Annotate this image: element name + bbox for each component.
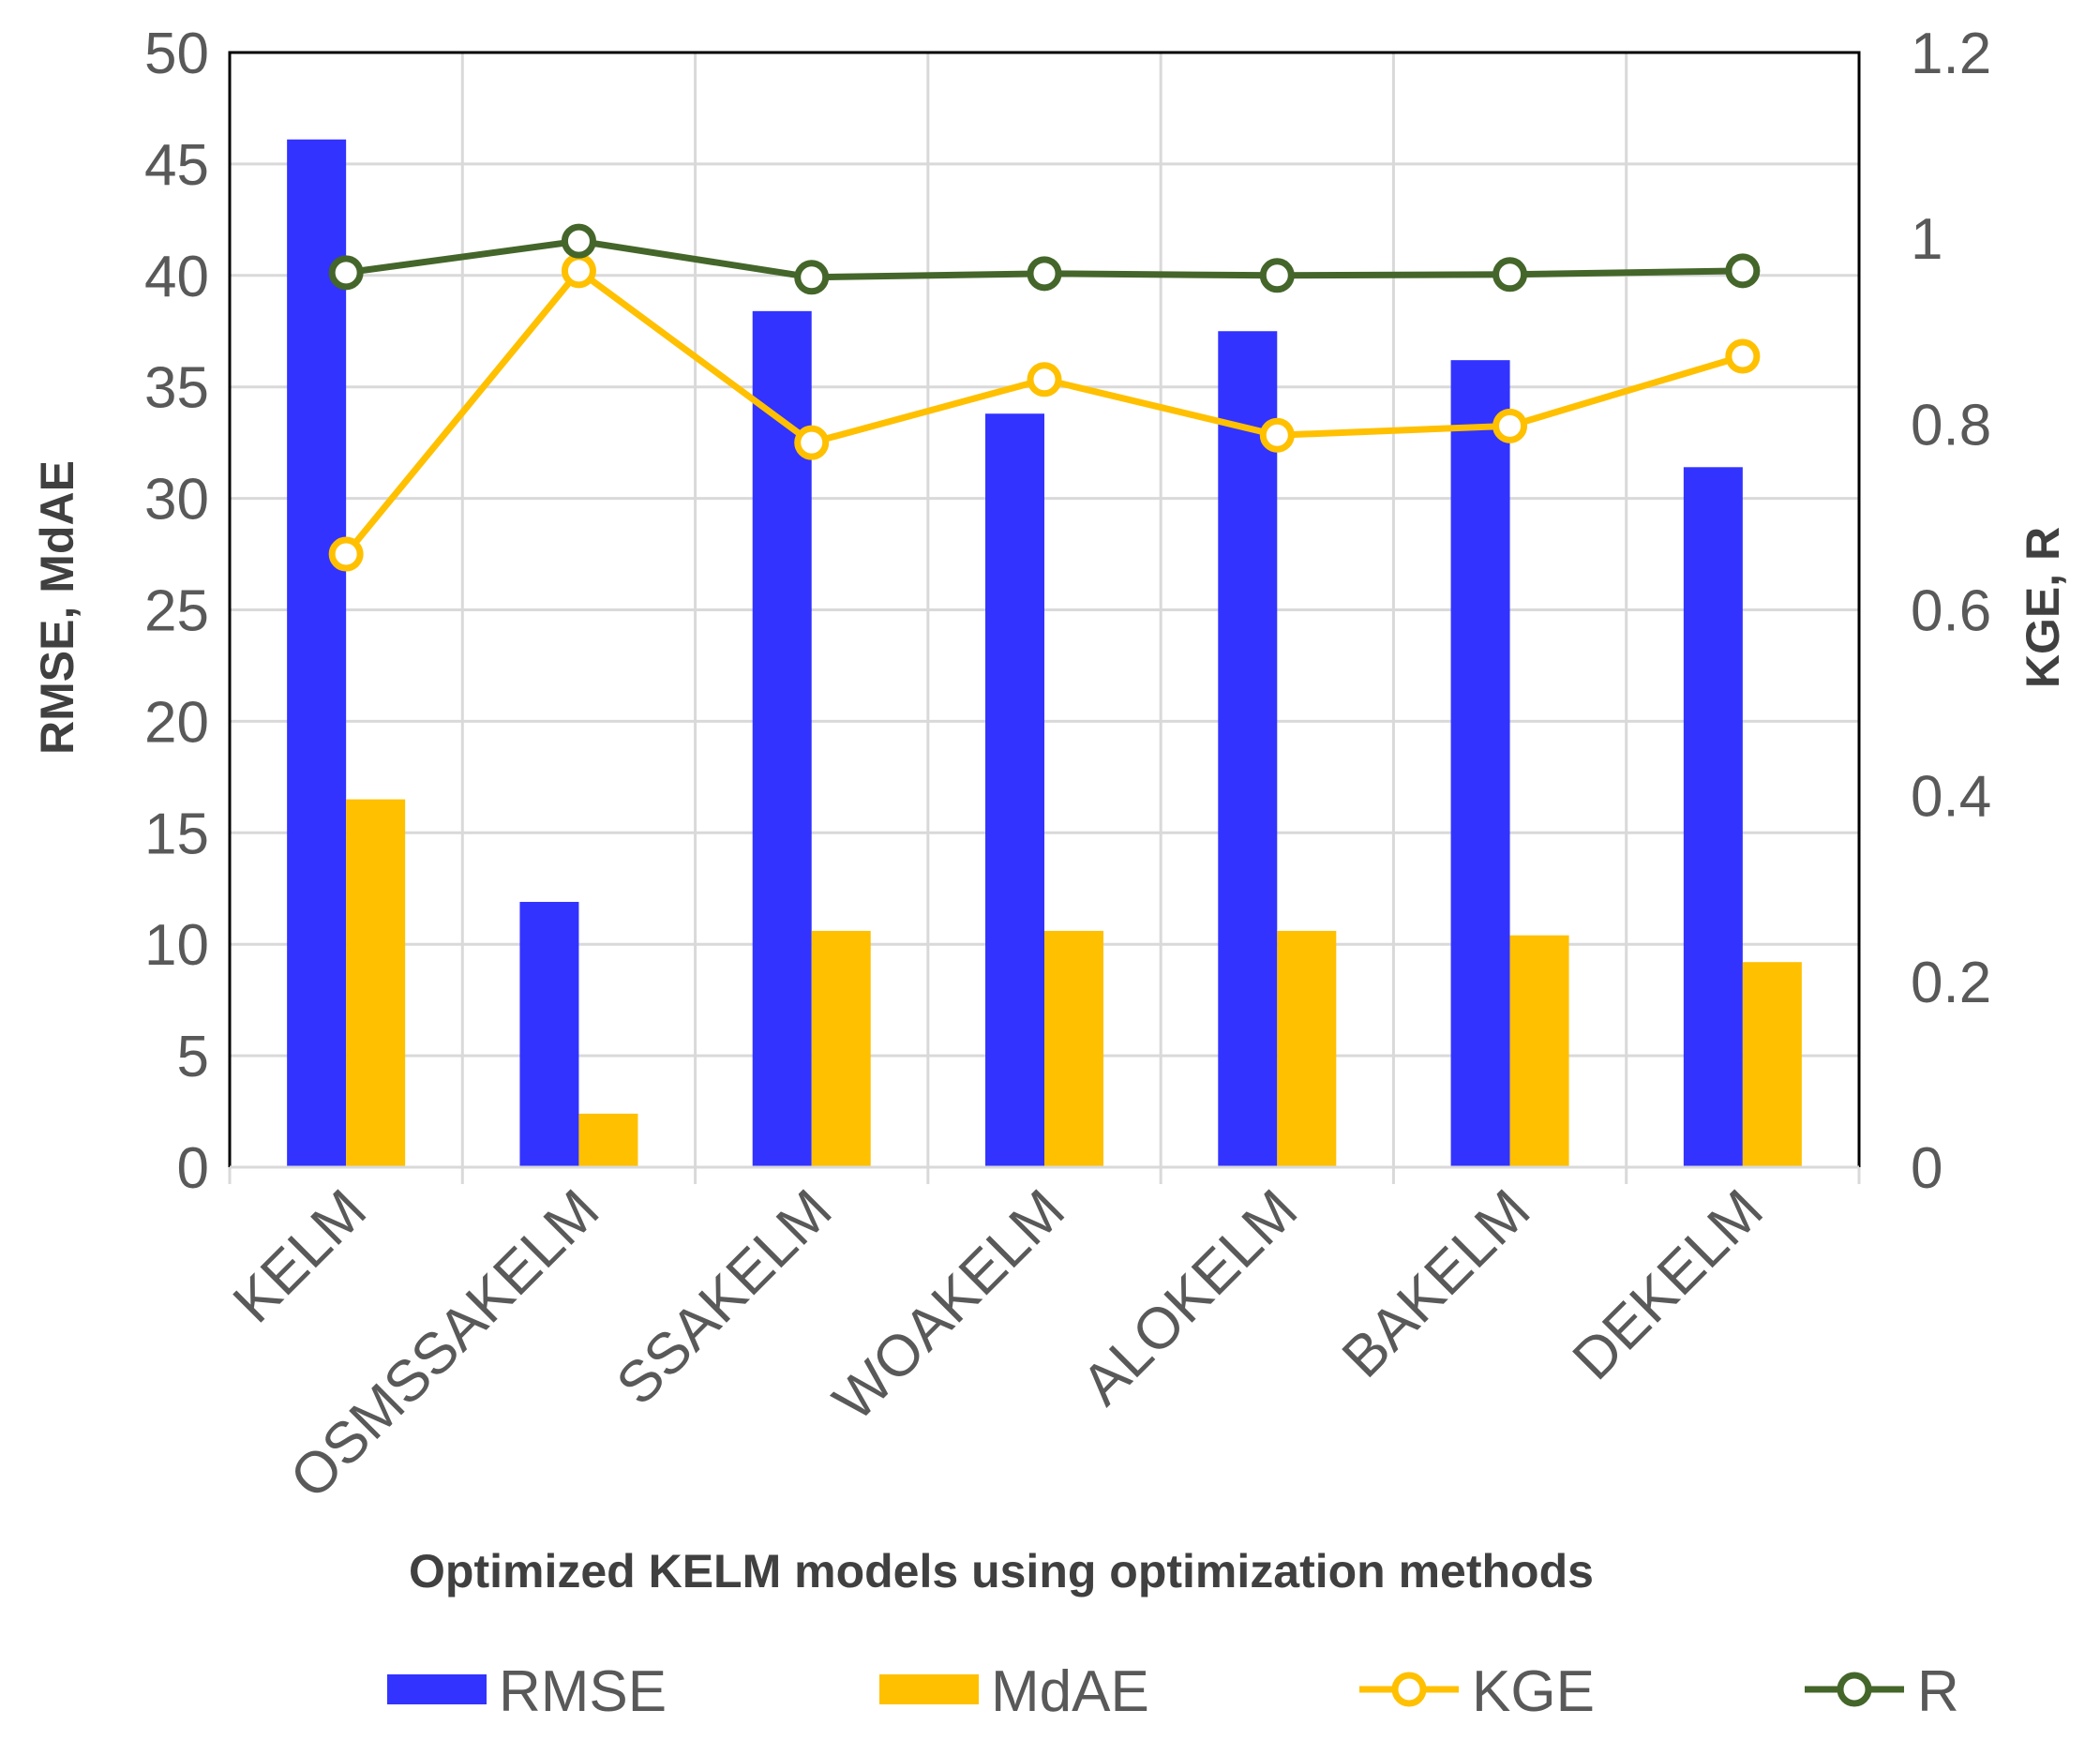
legend-rmse-swatch [387,1674,487,1704]
legend-r-marker [1837,1672,1872,1707]
lines [328,223,1761,572]
y-left-tick-label: 20 [144,690,209,755]
point-kge-bakelm [1492,408,1528,443]
plot-frame [228,51,1861,1184]
y-left-tick-label: 10 [144,913,209,978]
legend-mdae-swatch [879,1674,979,1704]
point-kge-dekelm [1725,338,1761,374]
legend-kge-marker [1391,1672,1427,1707]
legend-kge-label: KGE [1472,1659,1595,1724]
x-tick-label: WOAKELM [821,1178,1077,1433]
y-left-tick-label: 50 [144,22,209,86]
point-r-dekelm [1725,253,1761,289]
bar-mdae-kelm [346,799,406,1167]
bar-mdae-bakelm [1509,935,1569,1167]
point-r-alokelm [1259,258,1295,293]
legend: RMSE MdAE KGE R [387,1659,1959,1724]
y-left-tick-label: 15 [144,802,209,866]
y-right-tick-label: 0 [1911,1136,1942,1201]
legend-rmse-label: RMSE [499,1659,667,1724]
point-kge-kelm [328,536,364,572]
legend-mdae-label: MdAE [991,1659,1149,1724]
y-left-axis-title: RMSE, MdAE [31,460,83,755]
bar-rmse-kelm [287,139,347,1168]
bar-rmse-woakelm [985,413,1044,1168]
point-kge-osmssakelm [561,253,596,289]
y-left-tick-label: 45 [144,133,209,198]
y-right-axis-title: KGE, R [2017,527,2069,688]
bar-rmse-bakelm [1450,360,1510,1167]
legend-r-label: R [1917,1659,1959,1724]
y-left-tick-label: 0 [177,1136,209,1201]
point-kge-woakelm [1027,362,1062,398]
point-r-ssakelm [794,260,830,295]
point-r-bakelm [1492,257,1528,292]
y-left-tick-label: 40 [144,245,209,309]
y-right-tick-label: 1 [1911,207,1942,272]
y-right-tick-label: 0.2 [1911,951,1991,1015]
bar-mdae-ssakelm [811,930,871,1167]
x-tick-label: DEKELM [1561,1178,1776,1392]
point-r-kelm [328,255,364,291]
bars [287,139,1802,1168]
y-right-tick-label: 0.4 [1911,765,1991,830]
bar-rmse-alokelm [1218,331,1278,1167]
bar-mdae-osmssakelm [578,1113,638,1167]
point-r-woakelm [1027,256,1062,292]
y-left-tick-label: 5 [177,1025,209,1089]
bar-mdae-woakelm [1044,930,1103,1167]
y-right-tick-label: 0.8 [1911,393,1991,458]
x-tick-label: BAKELM [1330,1178,1543,1390]
y-left-tick-label: 35 [144,356,209,421]
x-tick-label: SSAKELM [605,1178,845,1418]
x-axis-title: Optimized KELM models using optimization… [409,1545,1594,1598]
x-tick-label: KELM [221,1178,379,1335]
bar-mdae-dekelm [1742,962,1802,1167]
y-right-tick-label: 1.2 [1911,22,1991,86]
x-tick-label: ALOKELM [1070,1178,1310,1418]
point-kge-ssakelm [794,425,830,460]
point-kge-alokelm [1259,417,1295,453]
bar-mdae-alokelm [1277,930,1337,1167]
y-left-tick-label: 25 [144,579,209,644]
y-left-tick-label: 30 [144,468,209,532]
point-r-osmssakelm [561,223,596,259]
bar-rmse-dekelm [1683,467,1743,1168]
y-right-tick-label: 0.6 [1911,579,1991,644]
bar-rmse-osmssakelm [519,902,579,1167]
